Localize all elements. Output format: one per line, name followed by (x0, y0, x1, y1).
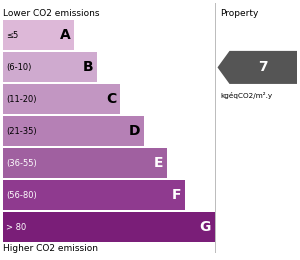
FancyBboxPatch shape (3, 84, 120, 114)
Text: C: C (106, 92, 117, 106)
Text: kgéqCO2/m².y: kgéqCO2/m².y (220, 92, 273, 99)
Text: E: E (154, 156, 163, 170)
FancyBboxPatch shape (3, 53, 97, 82)
Text: > 80: > 80 (6, 223, 26, 232)
FancyBboxPatch shape (3, 180, 185, 210)
Text: (6-10): (6-10) (6, 63, 31, 72)
Text: (21-35): (21-35) (6, 127, 37, 136)
Text: Higher CO2 emission: Higher CO2 emission (3, 244, 98, 254)
Text: F: F (172, 188, 181, 202)
Text: Lower CO2 emissions: Lower CO2 emissions (3, 9, 100, 18)
Text: (11-20): (11-20) (6, 95, 37, 104)
Text: B: B (83, 60, 94, 74)
FancyBboxPatch shape (3, 212, 214, 242)
FancyBboxPatch shape (3, 148, 167, 178)
Polygon shape (218, 51, 297, 84)
FancyBboxPatch shape (3, 116, 144, 146)
Text: (36-55): (36-55) (6, 159, 37, 168)
Text: Property: Property (220, 9, 259, 18)
Text: ≤5: ≤5 (6, 31, 18, 40)
Text: G: G (200, 220, 211, 234)
FancyBboxPatch shape (3, 21, 74, 50)
Text: D: D (128, 124, 140, 138)
Text: A: A (59, 29, 70, 42)
Text: (56-80): (56-80) (6, 191, 37, 200)
Text: 7: 7 (258, 60, 268, 74)
